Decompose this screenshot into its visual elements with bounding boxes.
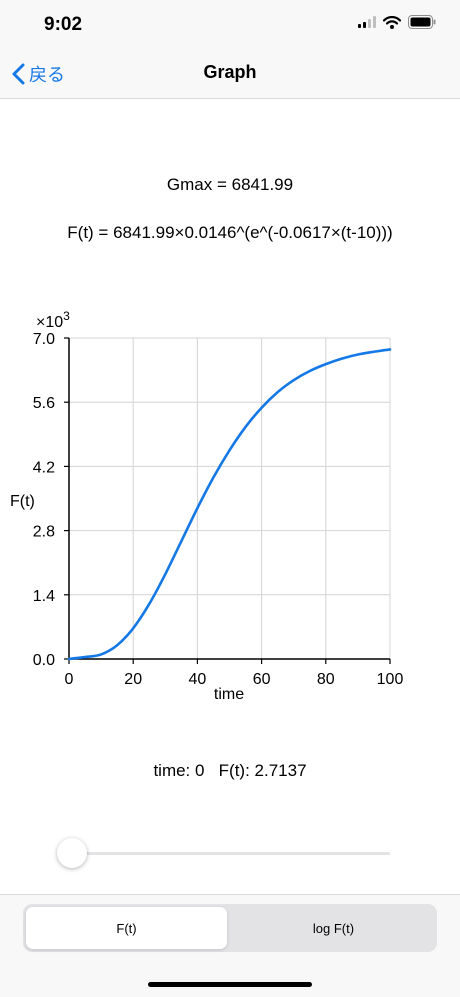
x-axis-label: time — [214, 686, 244, 703]
x-tick-label: 60 — [253, 671, 271, 688]
status-icons — [358, 15, 436, 29]
signal-icon — [358, 16, 376, 28]
y-tick-label: 0.0 — [33, 652, 55, 669]
value-readout: time: 0 F(t): 2.7137 — [0, 761, 460, 781]
x-tick-label: 100 — [377, 671, 404, 688]
page-title: Graph — [203, 62, 257, 82]
wifi-icon — [383, 15, 401, 29]
y-multiplier-label: ×103 — [36, 309, 70, 331]
y-tick-label: 7.0 — [33, 331, 55, 348]
y-tick-label: 1.4 — [33, 588, 55, 605]
bottom-toolbar: F(t) log F(t) — [0, 894, 460, 997]
time-label: time: — [153, 761, 191, 780]
graph-mode-segmented-control: F(t) log F(t) — [23, 904, 437, 952]
x-tick-label: 40 — [189, 671, 207, 688]
status-time: 9:02 — [44, 14, 83, 35]
battery-icon — [408, 15, 436, 29]
x-tick-label: 0 — [65, 671, 74, 688]
back-button-label: 戻る — [29, 65, 65, 85]
navigation-bar: 戻る Graph — [0, 48, 460, 99]
back-button[interactable]: 戻る — [12, 61, 65, 87]
x-tick-label: 20 — [124, 671, 142, 688]
status-bar: 9:02 — [0, 0, 460, 48]
series-line — [67, 348, 392, 661]
slider-thumb[interactable] — [57, 838, 87, 868]
y-tick-label: 4.2 — [33, 459, 55, 476]
time-value: 0 — [195, 761, 205, 780]
home-indicator — [148, 982, 312, 987]
x-tick-label: 80 — [317, 671, 335, 688]
slider-track[interactable] — [72, 852, 390, 855]
formula-text: F(t) = 6841.99×0.0146^(e^(-0.0617×(t-10)… — [67, 223, 393, 242]
gmax-text: Gmax = 6841.99 — [166, 175, 294, 194]
chevron-left-icon — [12, 63, 25, 85]
f-value: 2.7137 — [254, 761, 307, 780]
y-tick-label: 5.6 — [33, 395, 55, 412]
f-label: F(t): — [218, 761, 250, 780]
y-axis-label: F(t) — [10, 493, 35, 510]
y-multiplier-exponent: 3 — [63, 309, 70, 323]
time-slider[interactable] — [57, 838, 390, 868]
y-tick-label: 2.8 — [33, 524, 55, 541]
segment-log-f-t[interactable]: log F(t) — [312, 920, 355, 936]
growth-chart: 0 20 40 60 80 100 0.0 1.4 2.8 4.2 5.6 7.0 ×103 F(t)… — [10, 309, 404, 703]
segment-f-t[interactable]: F(t) — [26, 907, 227, 949]
